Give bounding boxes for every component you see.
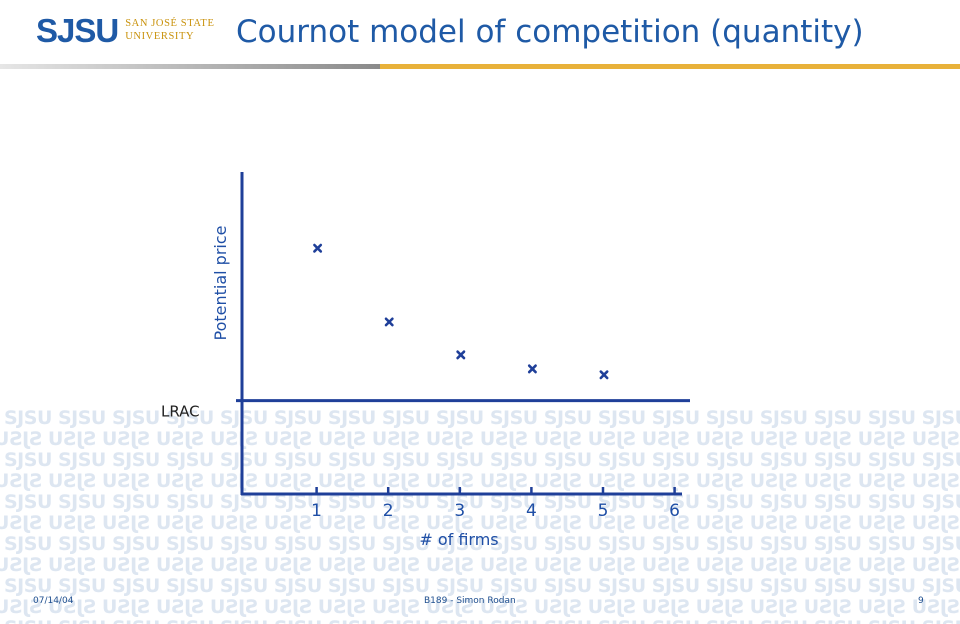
data-point-stroke — [599, 370, 609, 380]
data-point — [313, 243, 323, 253]
title-rule-gray — [0, 64, 380, 69]
watermark-row: SJSU SJSU SJSU SJSU SJSU SJSU SJSU SJSU … — [4, 491, 960, 513]
data-point-stroke — [384, 317, 394, 327]
data-point-stroke — [456, 350, 466, 360]
sjsu-logo: SJSU SAN JOSÉ STATE UNIVERSITY — [36, 14, 214, 47]
logo-subtitle: SAN JOSÉ STATE UNIVERSITY — [125, 18, 214, 42]
x-tick-label: 6 — [669, 501, 680, 521]
footer-date: 07/14/04 — [33, 596, 74, 606]
x-tick-label: 1 — [311, 501, 322, 521]
data-point-stroke — [527, 364, 537, 374]
data-point — [527, 364, 537, 374]
logo-line-2: UNIVERSITY — [125, 30, 195, 42]
data-point — [599, 370, 609, 380]
watermark-row: SJSU SJSU SJSU SJSU SJSU SJSU SJSU SJSU … — [4, 618, 960, 624]
x-tick-label: 2 — [383, 501, 394, 521]
data-point-stroke — [313, 243, 323, 253]
lrac-label: LRAC — [161, 403, 200, 421]
logo-mark: SJSU — [36, 12, 119, 49]
slide-title: Cournot model of competition (quantity) — [236, 14, 864, 50]
watermark-row: SJSU SJSU SJSU SJSU SJSU SJSU SJSU SJSU … — [4, 575, 960, 597]
footer-course: B189 - Simon Rodan — [424, 596, 516, 606]
x-tick-label: 5 — [598, 501, 609, 521]
x-tick-label: 3 — [454, 501, 465, 521]
watermark-row: SJSU SJSU SJSU SJSU SJSU SJSU SJSU SJSU … — [4, 533, 960, 555]
logo-line-1: SAN JOSÉ STATE — [125, 18, 215, 30]
x-axis-label: # of firms — [419, 530, 498, 549]
x-tick-label: 4 — [526, 501, 537, 521]
data-point — [384, 317, 394, 327]
data-point — [456, 350, 466, 360]
footer-page-number: 9 — [918, 596, 924, 606]
y-axis-label: Potential price — [211, 226, 230, 341]
title-rule-gold — [380, 64, 960, 69]
